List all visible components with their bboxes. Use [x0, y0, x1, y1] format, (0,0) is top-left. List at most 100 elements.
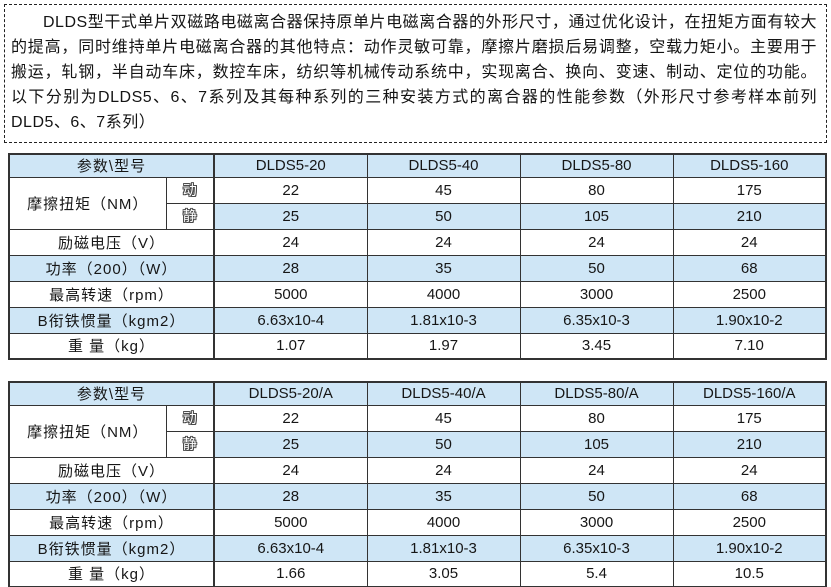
table-row: 重 量（kg） 1.66 3.05 5.4 10.5 — [8, 560, 827, 587]
value-cell: 68 — [672, 254, 827, 282]
value-cell: 6.35x10-3 — [519, 306, 674, 334]
model-header-cell: DLDS5-80/A — [519, 381, 674, 406]
value-cell: 175 — [672, 404, 827, 432]
intro-paragraph: DLDS型干式单片双磁路电磁离合器保持原单片电磁离合器的外形尺寸，通过优化设计，… — [11, 14, 817, 131]
value-cell: 24 — [672, 228, 827, 256]
table-row: 励磁电压（V） 24 24 24 24 — [8, 456, 827, 484]
table-row: 最高转速（rpm） 5000 4000 3000 2500 — [8, 508, 827, 536]
table-row: 摩擦扭矩（NM） 动 22 45 80 175 — [8, 176, 827, 230]
value-cell: 50 — [366, 202, 521, 230]
table-row: 功率（200）（W） 28 35 50 68 — [8, 254, 827, 282]
intro-box: DLDS型干式单片双磁路电磁离合器保持原单片电磁离合器的外形尺寸，通过优化设计，… — [4, 4, 827, 143]
torque-mode-cell: 静 — [165, 202, 215, 230]
value-cell: 50 — [519, 254, 674, 282]
value-cell: 5000 — [213, 280, 368, 308]
value-cell: 5000 — [213, 508, 368, 536]
model-header-cell: DLDS5-160 — [672, 153, 827, 178]
value-cell: 50 — [519, 482, 674, 510]
param-model-header: 参数\型号 — [8, 381, 215, 406]
value-cell: 1.90x10-2 — [672, 534, 827, 562]
torque-mode-glyph: 静 — [182, 436, 197, 452]
value-cell: 50 — [366, 430, 521, 458]
param-label-cell: B衔铁惯量（kgm2） — [8, 534, 215, 562]
value-cell: 24 — [672, 456, 827, 484]
value-cell: 5.4 — [519, 560, 674, 587]
value-cell: 210 — [672, 202, 827, 230]
param-label-cell: 最高转速（rpm） — [8, 508, 215, 536]
value-cell: 24 — [519, 228, 674, 256]
value-cell: 22 — [213, 404, 368, 432]
value-cell: 28 — [213, 254, 368, 282]
torque-mode-glyph: 动 — [182, 182, 197, 198]
value-cell: 175 — [672, 176, 827, 204]
spec-table-dlds5: 参数\型号 DLDS5-20 DLDS5-40 DLDS5-80 DLDS5-160 摩擦… — [8, 153, 828, 360]
table-row: 摩擦扭矩（NM） 动 22 45 80 175 — [8, 404, 827, 458]
value-cell: 7.10 — [672, 332, 827, 360]
value-cell: 24 — [213, 456, 368, 484]
value-cell: 2500 — [672, 508, 827, 536]
value-cell: 68 — [672, 482, 827, 510]
param-label-cell: 励磁电压（V） — [8, 228, 215, 256]
param-label-cell: B衔铁惯量（kgm2） — [8, 306, 215, 334]
model-header-cell: DLDS5-20/A — [213, 381, 368, 406]
torque-mode-cell: 动 — [165, 176, 215, 204]
value-cell: 6.63x10-4 — [213, 534, 368, 562]
param-label-cell: 功率（200）（W） — [8, 482, 215, 510]
table-row: 静 25 50 105 210 — [9, 430, 827, 458]
param-label-cell: 最高转速（rpm） — [8, 280, 215, 308]
value-cell: 45 — [366, 404, 521, 432]
value-cell: 80 — [519, 176, 674, 204]
param-model-header: 参数\型号 — [8, 153, 215, 178]
value-cell: 80 — [519, 404, 674, 432]
value-cell: 210 — [672, 430, 827, 458]
spec-table-dlds5-a: 参数\型号 DLDS5-20/A DLDS5-40/A DLDS5-80/A DLDS5… — [8, 381, 828, 587]
param-label-cell: 重 量（kg） — [8, 332, 215, 360]
param-label-cell: 功率（200）（W） — [8, 254, 215, 282]
value-cell: 45 — [366, 176, 521, 204]
value-cell: 1.66 — [213, 560, 368, 587]
value-cell: 10.5 — [672, 560, 827, 587]
model-header-cell: DLDS5-160/A — [672, 381, 827, 406]
value-cell: 6.35x10-3 — [519, 534, 674, 562]
value-cell: 35 — [366, 254, 521, 282]
param-label-cell: 摩擦扭矩（NM） — [8, 176, 167, 230]
param-label-cell: 励磁电压（V） — [8, 456, 215, 484]
table-header-row: 参数\型号 DLDS5-20/A DLDS5-40/A DLDS5-80/A DLDS5… — [8, 381, 827, 406]
value-cell: 1.07 — [213, 332, 368, 360]
table-row: 励磁电压（V） 24 24 24 24 — [8, 228, 827, 256]
table-row: 最高转速（rpm） 5000 4000 3000 2500 — [8, 280, 827, 308]
model-header-cell: DLDS5-40/A — [366, 381, 521, 406]
table-header-row: 参数\型号 DLDS5-20 DLDS5-40 DLDS5-80 DLDS5-160 — [8, 153, 827, 178]
value-cell: 28 — [213, 482, 368, 510]
value-cell: 25 — [213, 430, 368, 458]
value-cell: 3.05 — [366, 560, 521, 587]
value-cell: 4000 — [366, 280, 521, 308]
value-cell: 25 — [213, 202, 368, 230]
value-cell: 1.81x10-3 — [366, 534, 521, 562]
table-row: B衔铁惯量（kgm2） 6.63x10-4 1.81x10-3 6.35x10-3 1.… — [8, 306, 827, 334]
table-row: B衔铁惯量（kgm2） 6.63x10-4 1.81x10-3 6.35x10-3 1.… — [8, 534, 827, 562]
value-cell: 22 — [213, 176, 368, 204]
torque-mode-cell: 动 — [165, 404, 215, 432]
value-cell: 3000 — [519, 508, 674, 536]
value-cell: 24 — [213, 228, 368, 256]
table-row: 重 量（kg） 1.07 1.97 3.45 7.10 — [8, 332, 827, 360]
torque-mode-glyph: 动 — [182, 410, 197, 426]
model-header-cell: DLDS5-80 — [519, 153, 674, 178]
value-cell: 2500 — [672, 280, 827, 308]
torque-mode-cell: 静 — [165, 430, 215, 458]
table-row: 静 25 50 105 210 — [9, 202, 827, 230]
value-cell: 6.63x10-4 — [213, 306, 368, 334]
model-header-cell: DLDS5-40 — [366, 153, 521, 178]
value-cell: 24 — [366, 456, 521, 484]
value-cell: 105 — [519, 202, 674, 230]
value-cell: 1.90x10-2 — [672, 306, 827, 334]
value-cell: 3.45 — [519, 332, 674, 360]
torque-mode-glyph: 静 — [182, 208, 197, 224]
value-cell: 24 — [519, 456, 674, 484]
value-cell: 35 — [366, 482, 521, 510]
value-cell: 1.97 — [366, 332, 521, 360]
param-label-cell: 摩擦扭矩（NM） — [8, 404, 167, 458]
model-header-cell: DLDS5-20 — [213, 153, 368, 178]
value-cell: 4000 — [366, 508, 521, 536]
